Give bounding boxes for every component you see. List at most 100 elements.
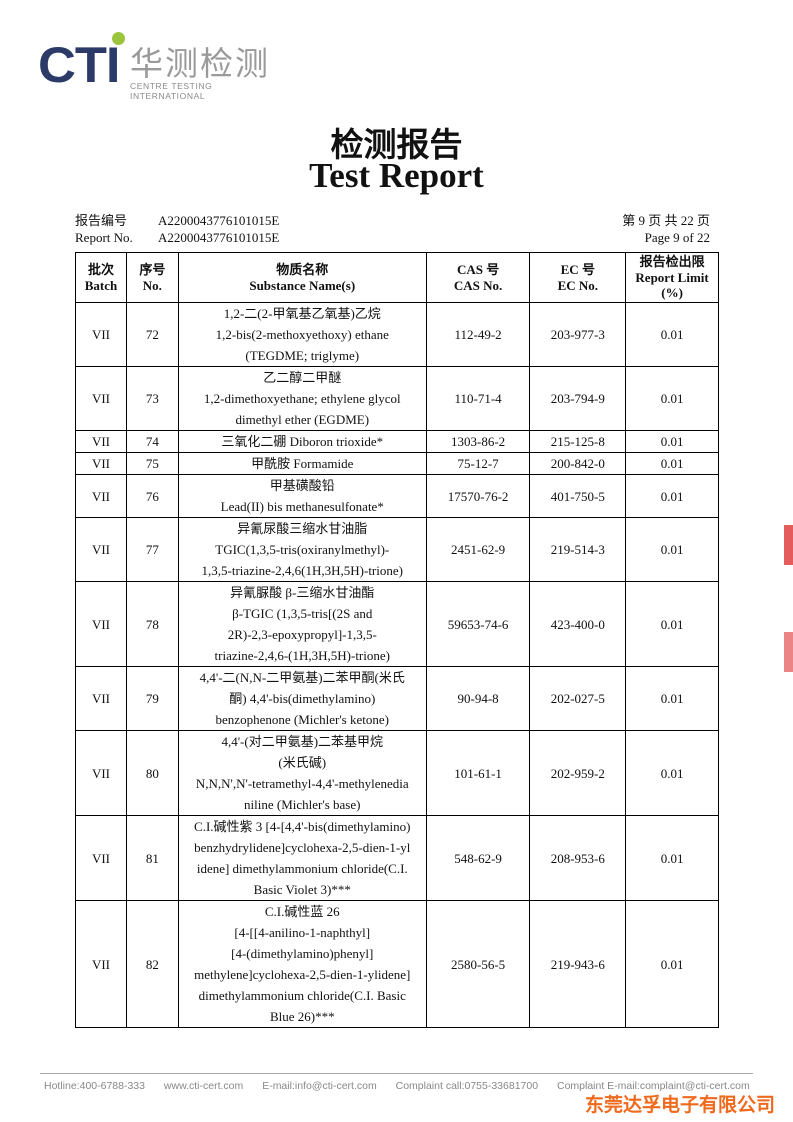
ec-cell: 203-794-9 [529,366,627,431]
number-cell: 77 [125,517,179,582]
substance-name-line: triazine-2,4,6-(1H,3H,5H)-trione) [214,648,390,663]
substance-table: 批次 Batch 序号 No. 物质名称 Substance Name(s) CAS 号 CA… [75,252,719,1028]
ec-cell: 219-943-6 [529,900,627,1028]
substance-name-line: Lead(II) bis methanesulfonate* [220,499,384,514]
column-header-cn: EC 号 [560,262,595,277]
substance-name-line: [4-(dimethylamino)phenyl] [231,946,374,961]
substance-name-line: β-TGIC (1,3,5-tris[(2S and [232,606,373,621]
limit-cell: 0.01 [625,730,719,816]
limit-cell: 0.01 [625,302,719,367]
table-row: VII 74 三氧化二硼 Diboron trioxide* 1303-86-2 215… [75,430,719,453]
footer-complaint-email[interactable]: Complaint E-mail:complaint@cti-cert.com [556,1080,750,1092]
cti-logo: CTI 华测检测 CENTRE TESTING INTERNATIONAL [38,32,288,101]
column-header: 物质名称 Substance Name(s) [177,252,427,303]
column-header-en: EC No. [557,277,599,293]
column-header-en: Report Limit [635,269,709,285]
stamp-fragment [784,632,793,672]
substance-name-line: 乙二醇二甲醚 [263,370,342,385]
substance-name-line: N,N,N',N'-tetramethyl-4,4'-methylenedia [195,776,409,791]
batch-cell: VII [75,581,127,667]
ec-cell: 208-953-6 [529,815,627,901]
substance-name-line: 酮) 4,4'-bis(dimethylamino) [229,691,376,706]
substance-name-cell: 1,2-二(2-甲氧基乙氧基)乙烷 1,2-bis(2-methoxyethoxy… [177,302,427,367]
substance-name-cell: 乙二醇二甲醚 1,2-dimethoxyethane; ethylene glyc… [177,366,427,431]
ec-cell: 215-125-8 [529,430,627,453]
substance-name-line: 异氰脲酸 β-三缩水甘油酯 [230,585,375,600]
number-cell: 76 [125,474,179,518]
substance-name-line: C.I.碱性蓝 26 [264,904,340,919]
limit-cell: 0.01 [625,666,719,731]
number-cell: 74 [125,430,179,453]
cas-cell: 1303-86-2 [425,430,531,453]
column-header: 批次 Batch [75,252,127,303]
footer-email[interactable]: E-mail:info@cti-cert.com [262,1080,377,1092]
column-header-cn: 序号 [139,262,166,277]
batch-cell: VII [75,900,127,1028]
substance-name-cell: 4,4'-(对二甲氨基)二苯基甲烷 (米氏碱) N,N,N',N'-tetramet… [177,730,427,816]
page-number-cn: 第 9 页 共 22 页 [622,213,710,228]
batch-cell: VII [75,430,127,453]
column-header-en2: (%) [661,285,683,301]
number-cell: 81 [125,815,179,901]
limit-cell: 0.01 [625,581,719,667]
substance-name-cell: 三氧化二硼 Diboron trioxide* [177,430,427,453]
table-row: VII 77 异氰尿酸三缩水甘油脂 TGIC(1,3,5-tris(oxiranylm… [75,517,719,582]
ec-cell: 200-842-0 [529,452,627,475]
page-title-cn: 检测报告 [330,128,463,164]
column-header: 序号 No. [125,252,179,303]
limit-cell: 0.01 [625,452,719,475]
substance-name-line: 2R)-2,3-epoxypropyl]-1,3,5- [227,627,377,642]
batch-cell: VII [75,517,127,582]
number-cell: 78 [125,581,179,667]
table-row: VII 80 4,4'-(对二甲氨基)二苯基甲烷 (米氏碱) N,N,N',N'-tet… [75,730,719,816]
table-row: VII 82 C.I.碱性蓝 26 [4-[[4-anilino-1-naphthyl… [75,900,719,1028]
substance-name-line: 4,4'-二(N,N-二甲氨基)二苯甲酮(米氏 [199,670,405,685]
ec-cell: 401-750-5 [529,474,627,518]
substance-name-cell: 异氰尿酸三缩水甘油脂 TGIC(1,3,5-tris(oxiranylmethyl… [177,517,427,582]
substance-name-line: 1,2-二(2-甲氧基乙氧基)乙烷 [223,306,381,321]
substance-name-cell: C.I.碱性紫 3 [4-[4,4'-bis(dimethylamino) ben… [177,815,427,901]
number-cell: 79 [125,666,179,731]
cas-cell: 75-12-7 [425,452,531,475]
substance-name-line: 异氰尿酸三缩水甘油脂 [237,521,368,536]
footer: Hotline:400-6788-333 www.cti-cert.com E-… [44,1080,766,1092]
batch-cell: VII [75,474,127,518]
table-row: VII 78 异氰脲酸 β-三缩水甘油酯 β-TGIC (1,3,5-tris[(2S… [75,581,719,667]
report-number: 报告编号 A2200043776101015E Report No. A220004… [75,212,279,246]
substance-name-line: 4,4'-(对二甲氨基)二苯基甲烷 [221,734,384,749]
logo-brand: CTI [38,37,120,93]
limit-cell: 0.01 [625,517,719,582]
substance-name-cell: 4,4'-二(N,N-二甲氨基)二苯甲酮(米氏 酮) 4,4'-bis(dimet… [177,666,427,731]
ec-cell: 219-514-3 [529,517,627,582]
substance-name-line: methylene]cyclohexa-2,5-dien-1-ylidene] [194,967,411,982]
cas-cell: 112-49-2 [425,302,531,367]
cas-cell: 17570-76-2 [425,474,531,518]
substance-name-line: Basic Violet 3)*** [253,882,351,897]
substance-name-cell: 甲基磺酸铅 Lead(II) bis methanesulfonate* [177,474,427,518]
number-cell: 73 [125,366,179,431]
footer-website[interactable]: www.cti-cert.com [163,1080,244,1092]
page-number-en: Page 9 of 22 [644,230,710,245]
ec-cell: 202-959-2 [529,730,627,816]
substance-name-cell: C.I.碱性蓝 26 [4-[[4-anilino-1-naphthyl] [4-(… [177,900,427,1028]
batch-cell: VII [75,452,127,475]
substance-name-cell: 甲酰胺 Formamide [177,452,427,475]
stamp-fragment [784,525,793,565]
batch-cell: VII [75,366,127,431]
cas-cell: 2580-56-5 [425,900,531,1028]
logo-cn: 华测检测 [130,44,270,83]
footer-complaint-call: Complaint call:0755-33681700 [395,1080,539,1092]
substance-name-line: benzophenone (Michler's ketone) [215,712,389,727]
limit-cell: 0.01 [625,366,719,431]
substance-name-line: niline (Michler's base) [244,797,361,812]
batch-cell: VII [75,815,127,901]
footer-hotline: Hotline:400-6788-333 [44,1080,145,1092]
substance-name-line: idene] dimethylammonium chloride(C.I. [196,861,408,876]
column-header-en: CAS No. [453,277,503,293]
ec-cell: 202-027-5 [529,666,627,731]
substance-name-line: 三氧化二硼 Diboron trioxide* [221,434,384,449]
column-header-cn: CAS 号 [456,262,500,277]
column-header-en: Substance Name(s) [249,277,356,293]
substance-name-cell: 异氰脲酸 β-三缩水甘油酯 β-TGIC (1,3,5-tris[(2S and 2… [177,581,427,667]
footer-divider [40,1073,753,1074]
